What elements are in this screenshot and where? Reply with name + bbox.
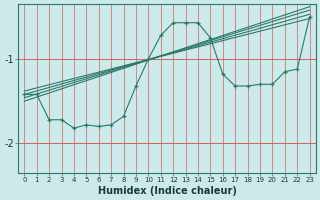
X-axis label: Humidex (Indice chaleur): Humidex (Indice chaleur) [98, 186, 236, 196]
